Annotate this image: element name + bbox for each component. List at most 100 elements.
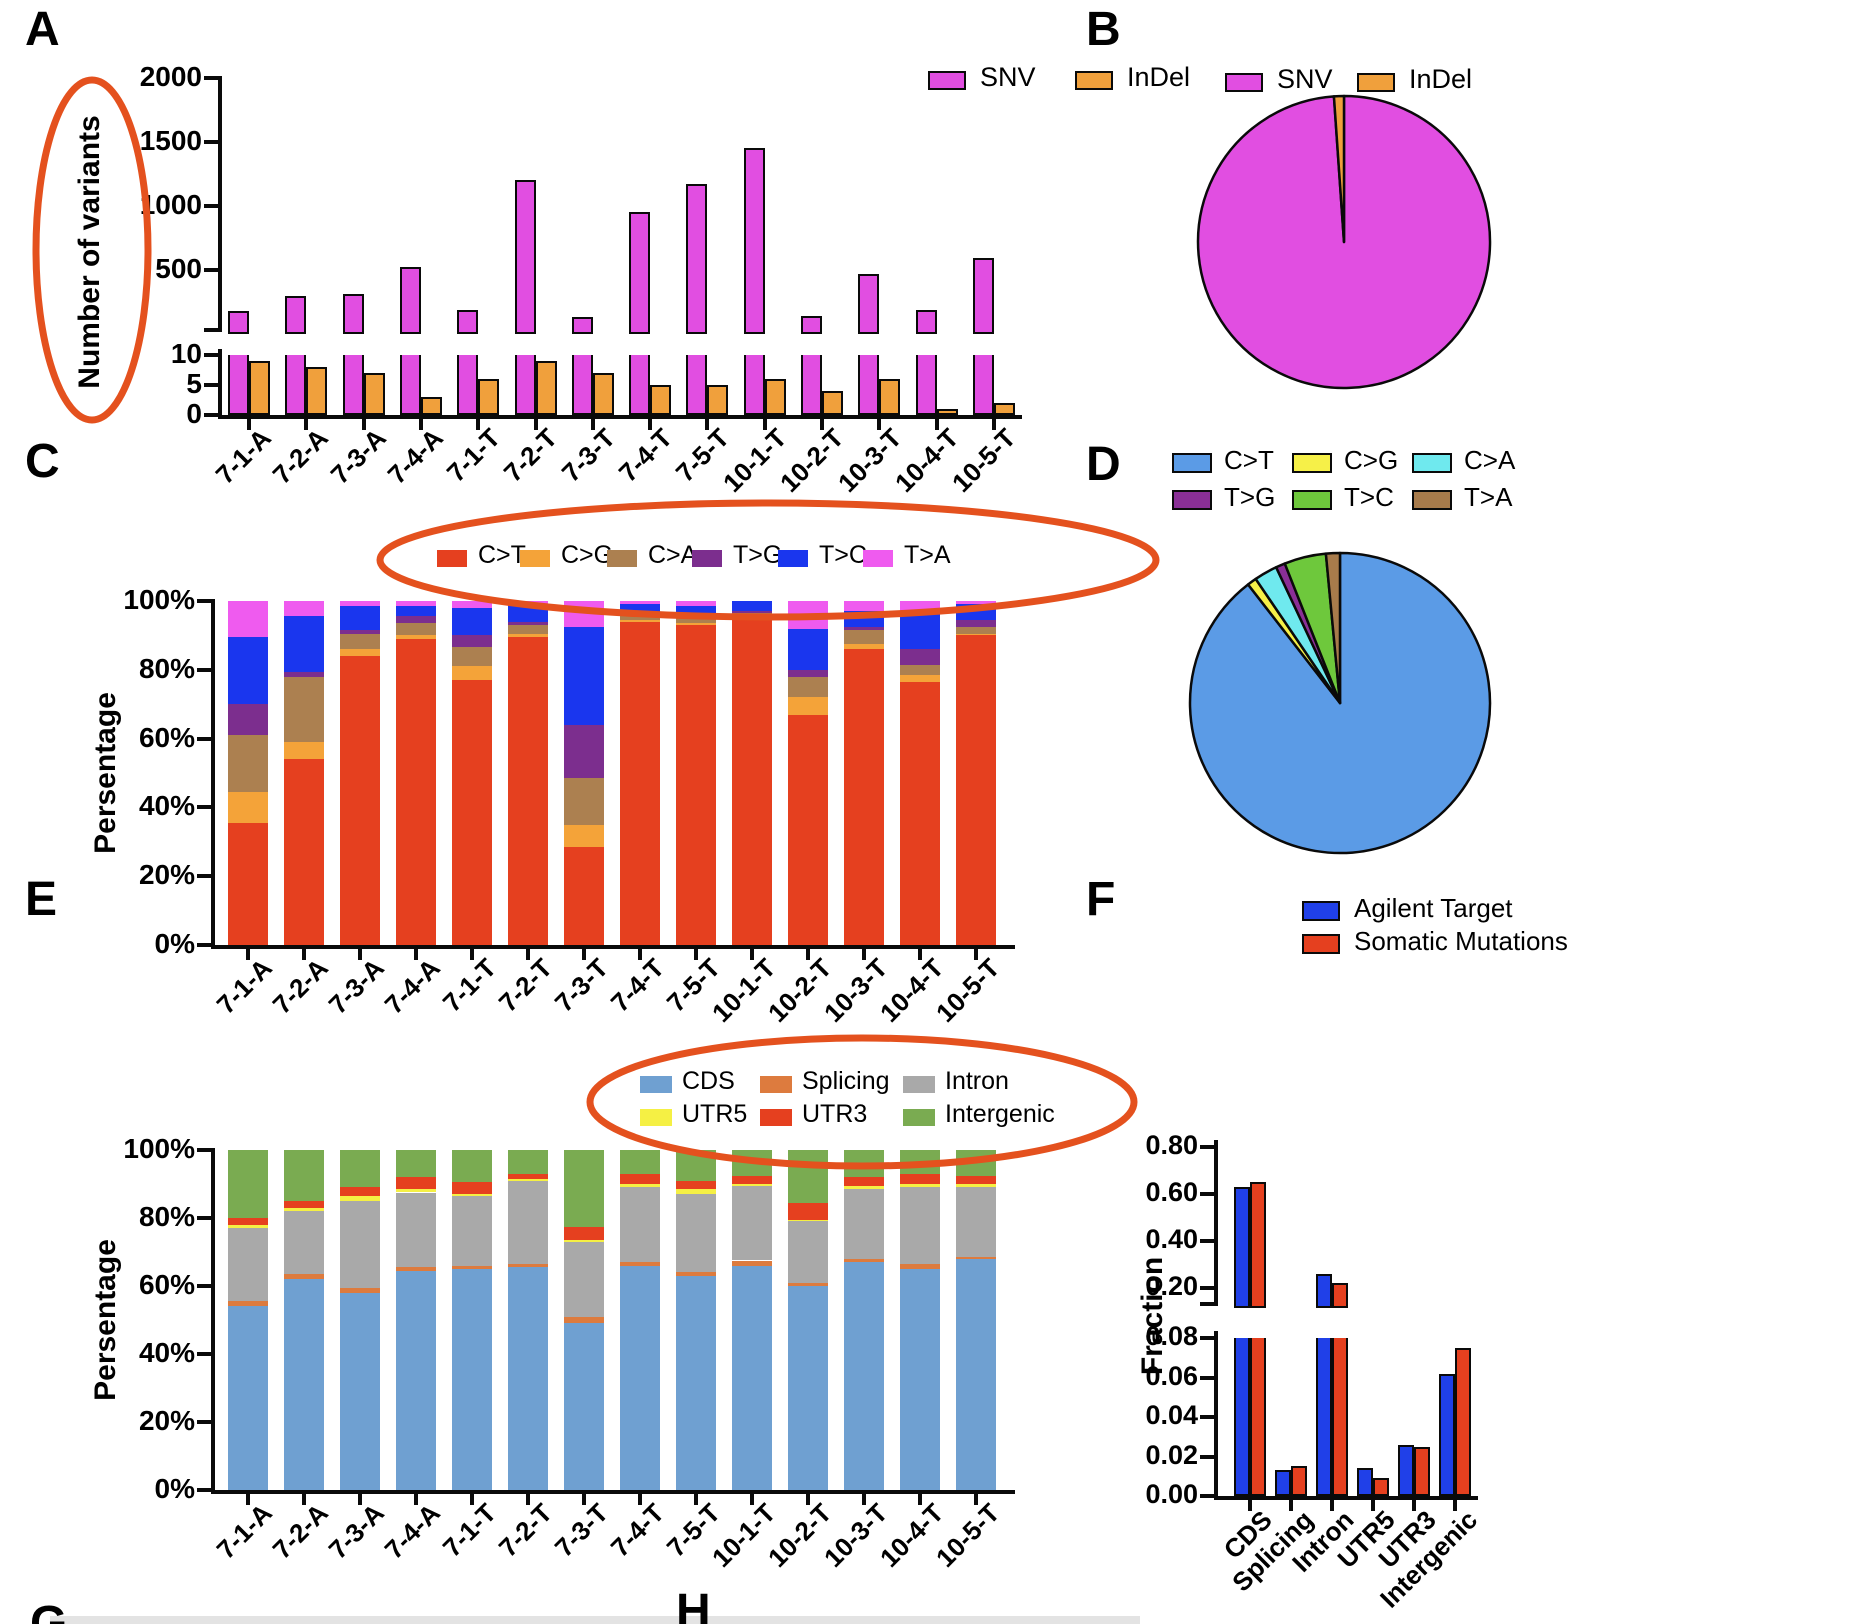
panel-c-seg-C>T-7-3-T — [564, 846, 604, 945]
panel-c-xtick — [750, 949, 754, 960]
panel-a-x-label: 10-1-T — [717, 422, 793, 498]
panel-e-seg-Intron-7-1-A — [228, 1228, 268, 1302]
panel-e-seg-Splicing-7-3-A — [340, 1287, 380, 1293]
panel-e-legend-swatch-Intergenic — [903, 1109, 935, 1126]
panel-c-seg-T>C-7-3-T — [564, 626, 604, 725]
panel-e-seg-Splicing-7-1-A — [228, 1301, 268, 1307]
panel-f-ytick — [1200, 1454, 1214, 1459]
panel-c-seg-C>T-7-2-T — [508, 637, 548, 945]
panel-f-y-axis-lower — [1214, 1331, 1218, 1500]
panel-e-x-label: 7-3-T — [548, 1497, 614, 1563]
panel-a-bar-lower-InDel-10-1-T — [764, 379, 786, 415]
panel-f-bar-upper-Agilent Target-CDS — [1234, 1186, 1250, 1308]
panel-e-seg-Intron-7-3-T — [564, 1241, 604, 1317]
panel-f-xtick — [1453, 1500, 1457, 1511]
panel-e-legend-label-Intron: Intron — [945, 1067, 1009, 1095]
panel-a-ytick — [204, 353, 218, 357]
panel-c-seg-C>A-10-3-T — [844, 630, 884, 644]
panel-c-seg-T>G-7-1-T — [452, 635, 492, 648]
panel-e-seg-Intron-7-4-A — [396, 1192, 436, 1268]
panel-a-xtick — [476, 419, 481, 430]
panel-c-seg-C>A-7-1-A — [228, 735, 268, 792]
panel-a-bar-lower-InDel-7-5-T — [707, 385, 729, 415]
panel-f-xtick — [1289, 1500, 1293, 1511]
panel-e-xtick — [246, 1494, 250, 1505]
panel-a-x-label: 7-3-A — [324, 422, 392, 490]
panel-c-seg-T>A-7-1-T — [452, 601, 492, 608]
panel-a-bar-upper-SNV-7-5-T — [686, 184, 708, 334]
panel-c-seg-T>C-7-1-A — [228, 637, 268, 705]
panel-a-bar-lower-InDel-7-2-T — [535, 361, 557, 415]
panel-e-xtick — [302, 1494, 306, 1505]
panel-a-x-label: 10-3-T — [831, 422, 908, 498]
panel-e-x-label: 7-3-A — [322, 1497, 390, 1565]
panel-f-bar-upper-Somatic Mutations-Intron — [1332, 1283, 1348, 1308]
panel-a-x-label: 10-2-T — [774, 422, 850, 498]
panel-c-seg-T>G-10-4-T — [900, 649, 940, 665]
panel-e-seg-UTR5-10-5-T — [956, 1184, 996, 1188]
panel-c-seg-C>G-10-2-T — [788, 697, 828, 715]
panel-f-ytick-label: 0.20 — [1145, 1271, 1198, 1301]
panel-c-seg-T>A-10-3-T — [844, 601, 884, 612]
panel-e-seg-Splicing-10-5-T — [956, 1257, 996, 1259]
panel-f-label: F — [1086, 873, 1116, 926]
panel-e-seg-Intergenic-7-4-T — [620, 1150, 660, 1174]
panel-c-seg-C>T-10-5-T — [956, 635, 996, 945]
panel-a-label: A — [25, 3, 60, 56]
panel-a-bar-lower-SNV-10-5-T — [972, 355, 994, 415]
panel-e-ytick-label: 0% — [154, 1473, 195, 1504]
panel-a-bar-lower-SNV-7-1-T — [457, 355, 479, 415]
panel-e-ytick — [197, 1420, 211, 1424]
panel-c-legend-swatch-C>A — [607, 550, 637, 567]
panel-a-bar-upper-SNV-10-3-T — [858, 273, 880, 334]
panel-c-seg-C>T-10-1-T — [732, 616, 772, 945]
panel-a-xtick — [533, 419, 538, 430]
panel-a-x-label: 10-4-T — [889, 422, 965, 498]
panel-a-x-label: 7-2-T — [498, 422, 564, 488]
panel-c-ytick — [197, 667, 211, 672]
panel-c-xtick — [302, 949, 306, 960]
panel-a-bar-lower-SNV-10-2-T — [801, 355, 822, 415]
panel-f-ytick — [1200, 1375, 1214, 1380]
panel-g-label-partial: G — [30, 1597, 68, 1624]
panel-c-seg-T>C-7-2-T — [508, 604, 548, 622]
panel-e-legend-label-UTR3: UTR3 — [802, 1100, 868, 1128]
panel-a-bar-upper-SNV-10-4-T — [915, 309, 937, 334]
panel-d-legend-label-T>C: T>C — [1344, 482, 1394, 512]
panel-c-ytick-label: 60% — [138, 721, 195, 753]
panel-c-seg-T>A-10-4-T — [900, 601, 940, 612]
panel-d-legend-label-T>G: T>G — [1224, 482, 1276, 512]
panel-c-seg-C>A-10-5-T — [956, 626, 996, 634]
panel-a-bar-upper-SNV-10-2-T — [801, 316, 822, 334]
panel-c-label: C — [25, 435, 60, 488]
panel-e-seg-Intergenic-10-3-T — [844, 1150, 884, 1178]
panel-a-xtick — [934, 419, 939, 430]
panel-a-bar-upper-SNV-7-2-A — [285, 295, 307, 334]
panel-f-bar-lower-Somatic Mutations-UTR5 — [1373, 1478, 1389, 1496]
panel-e-xtick — [918, 1494, 922, 1505]
panel-d-legend-label-C>G: C>G — [1344, 445, 1399, 475]
panel-c-legend-label-C>A: C>A — [648, 541, 698, 569]
panel-f-bar-lower-Somatic Mutations-UTR3 — [1414, 1446, 1430, 1496]
panel-c-seg-C>G-7-4-A — [396, 635, 436, 639]
panel-f-y-axis-upper — [1214, 1140, 1218, 1306]
panel-c-xtick — [358, 949, 362, 960]
panel-e-seg-UTR5-7-4-A — [396, 1189, 436, 1193]
panel-c-seg-C>G-7-3-T — [564, 824, 604, 847]
panel-e-x-label: 7-2-A — [266, 1497, 334, 1565]
panel-c-x-label: 7-2-T — [492, 952, 558, 1018]
panel-e-seg-Intergenic-10-2-T — [788, 1150, 828, 1203]
panel-f-bar-upper-Somatic Mutations-CDS — [1250, 1182, 1266, 1308]
panel-e-seg-UTR3-7-3-A — [340, 1187, 380, 1196]
panel-a-bar-lower-InDel-10-2-T — [822, 391, 843, 415]
panel-e-seg-CDS-7-5-T — [676, 1275, 716, 1490]
panel-e-seg-UTR3-7-1-A — [228, 1218, 268, 1225]
panel-e-seg-UTR5-7-4-T — [620, 1184, 660, 1188]
panel-c-seg-T>A-7-5-T — [676, 601, 716, 607]
panel-e-seg-CDS-10-2-T — [788, 1286, 828, 1490]
panel-f-ytick — [1200, 1192, 1214, 1196]
panel-e-seg-Intergenic-7-3-T — [564, 1150, 604, 1227]
panel-f-bar-lower-Agilent Target-Intron — [1316, 1338, 1332, 1496]
panel-e-seg-Intergenic-7-1-T — [452, 1150, 492, 1183]
panel-c-seg-C>T-7-4-A — [396, 638, 436, 945]
